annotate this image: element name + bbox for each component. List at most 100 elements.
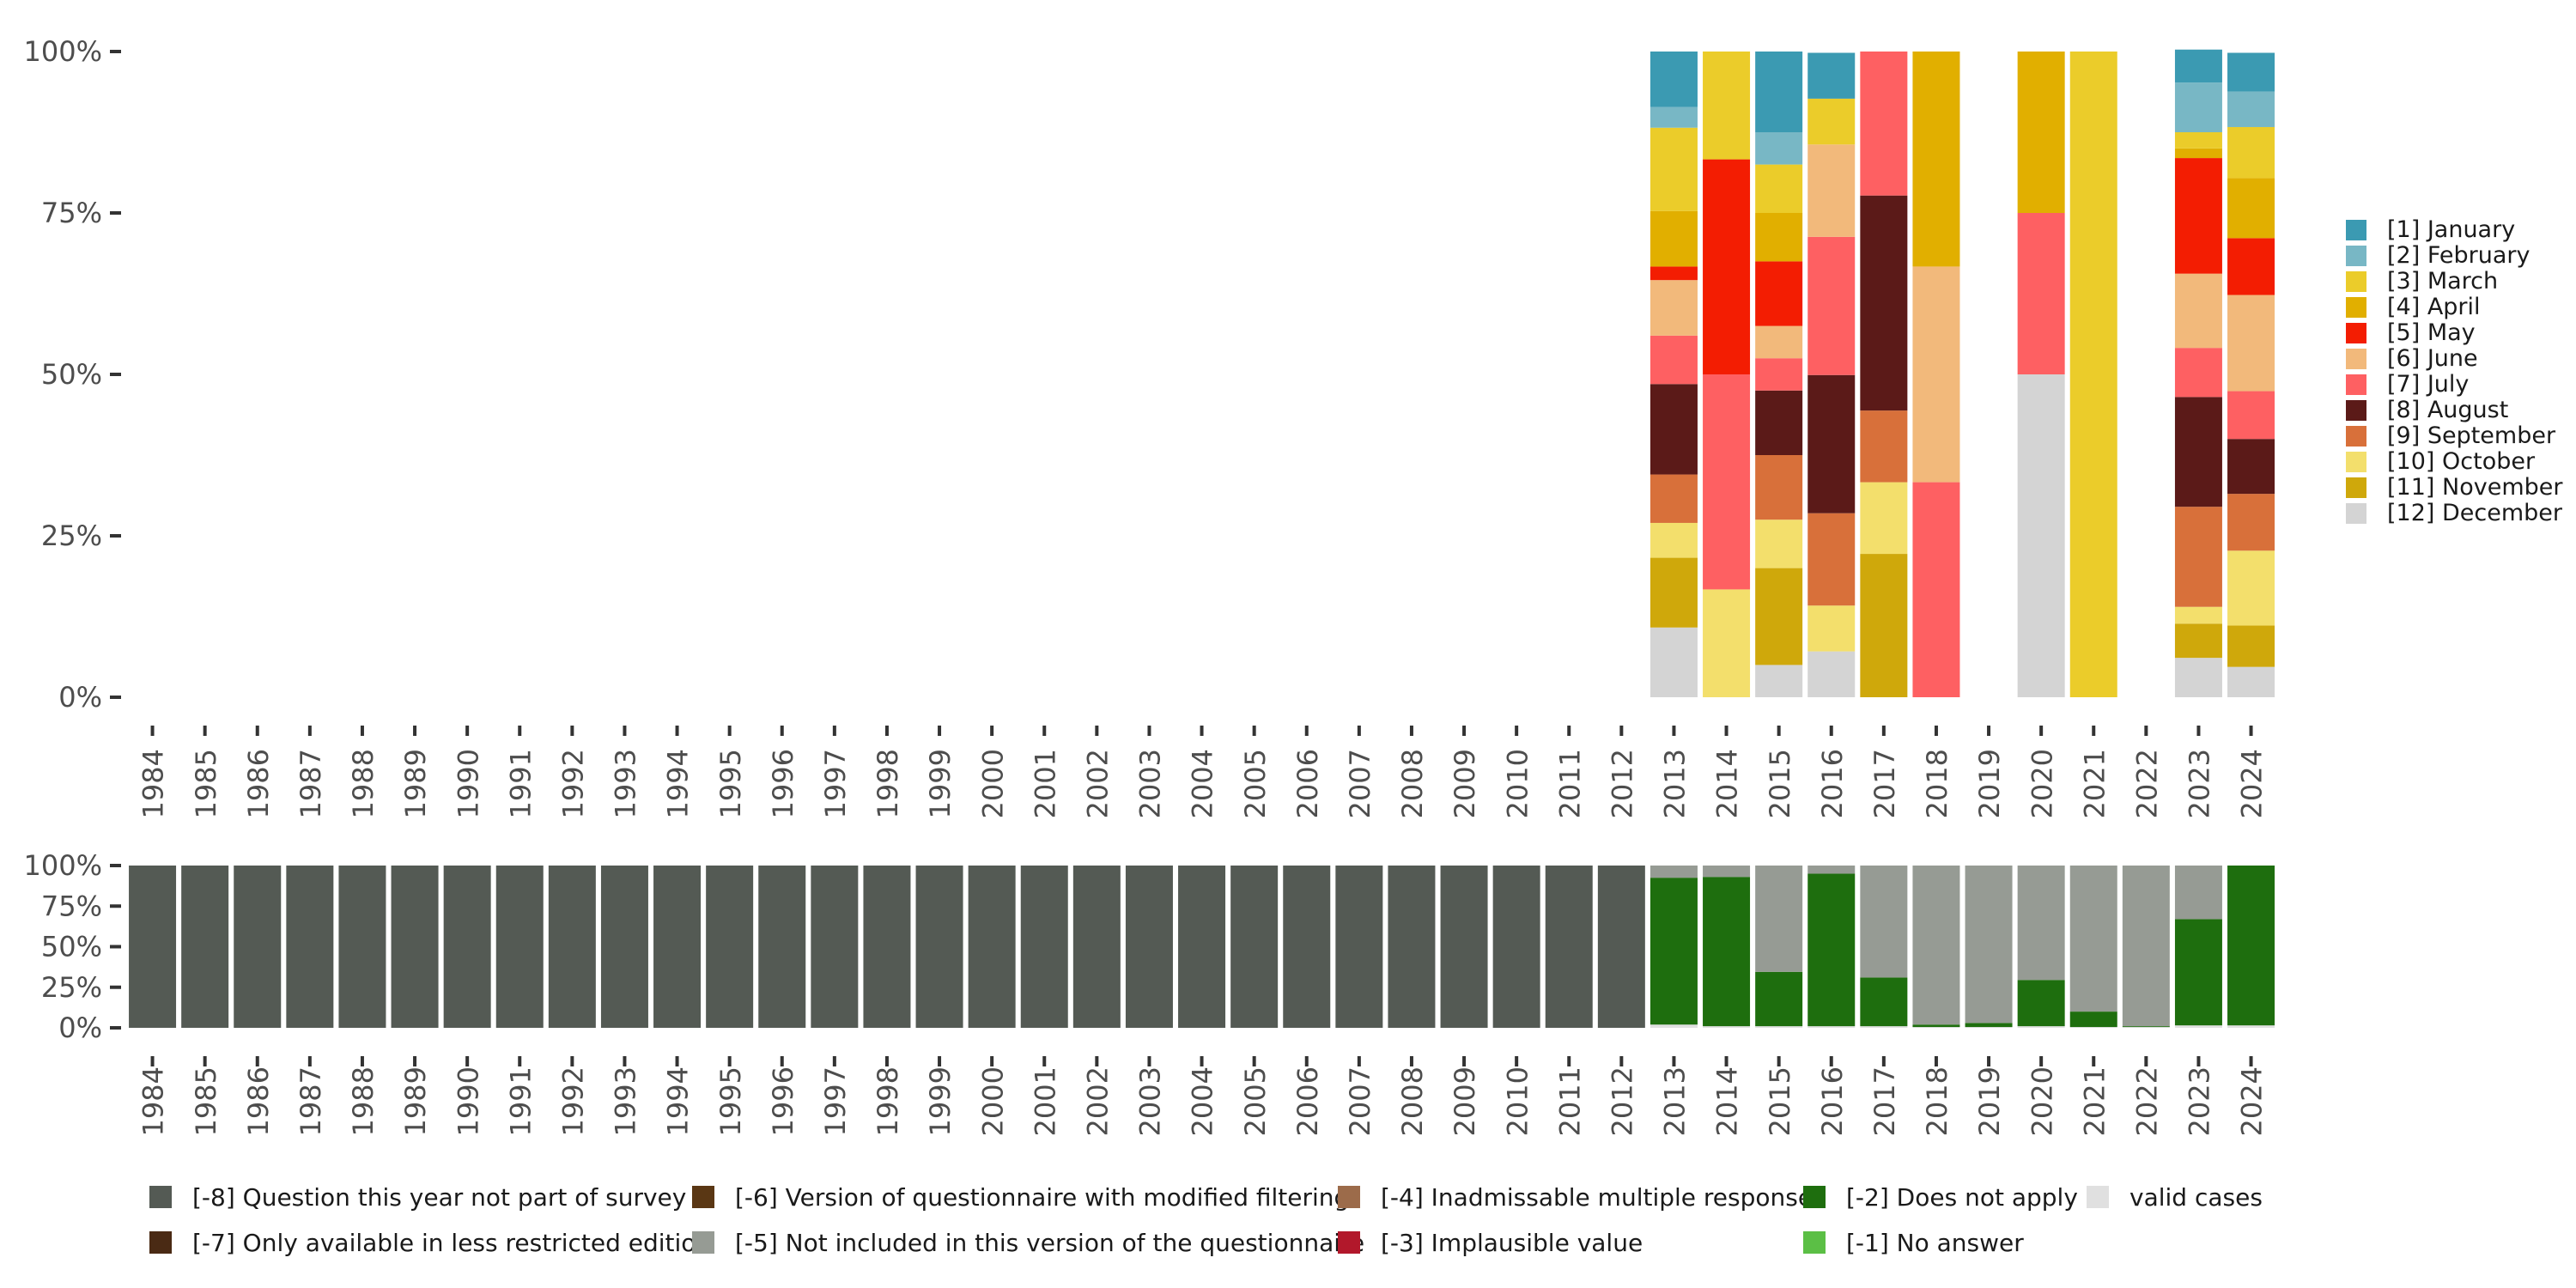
- x-tick-label: 2012: [1607, 1066, 1639, 1136]
- x-tick-label: 2013: [1659, 1066, 1692, 1136]
- bar-segment: [1649, 474, 1698, 523]
- bar-segment: [2174, 606, 2222, 624]
- bar-segment: [2227, 494, 2275, 551]
- legend-swatch: [692, 1231, 714, 1254]
- bar-segment: [1807, 651, 1856, 697]
- bar-segment: [2069, 866, 2117, 1012]
- bar-segment: [1649, 52, 1698, 107]
- bar-segment: [2227, 126, 2275, 179]
- legend-label: [-1] No answer: [1846, 1229, 2024, 1257]
- bar-segment: [2017, 980, 2065, 1027]
- bar-segment: [1492, 866, 1540, 1028]
- x-tick-label: 2017: [1868, 749, 1901, 818]
- x-tick-label: 2021: [2078, 1066, 2111, 1136]
- x-tick-label: 2010: [1501, 1066, 1534, 1136]
- bar-segment: [600, 866, 648, 1028]
- legend-label: [-6] Version of questionnaire with modif…: [735, 1183, 1349, 1212]
- bar-segment: [2174, 82, 2222, 132]
- x-tick-label: 1985: [190, 1066, 222, 1136]
- bar-segment: [1649, 266, 1698, 281]
- x-tick-label: 2023: [2184, 749, 2216, 818]
- x-tick-label: 2009: [1449, 749, 1481, 818]
- bar-segment: [1755, 261, 1803, 326]
- x-tick-label: 1995: [714, 1066, 747, 1136]
- x-tick-label: 2016: [1816, 1066, 1849, 1136]
- x-tick-label: 1990: [452, 749, 484, 818]
- bar-segment: [1807, 605, 1856, 652]
- bar-segment: [1703, 52, 1751, 160]
- bar-segment: [2174, 1025, 2222, 1028]
- x-tick-label: 2014: [1711, 1066, 1744, 1136]
- legend-label: [-4] Inadmissable multiple response: [1381, 1183, 1813, 1212]
- legend-swatch: [2346, 271, 2366, 292]
- bar-segment: [1649, 210, 1698, 267]
- legend-label: [12] December: [2387, 500, 2563, 526]
- y-tick-label: 50%: [41, 931, 102, 963]
- bar-segment: [1755, 213, 1803, 262]
- bar-segment: [758, 866, 806, 1028]
- legend-label: [-5] Not included in this version of the…: [735, 1229, 1364, 1257]
- x-tick-label: 2016: [1816, 749, 1849, 818]
- bar-segment: [1755, 1026, 1803, 1028]
- y-tick-label: 75%: [41, 197, 102, 229]
- x-tick-label: 1985: [190, 749, 222, 818]
- bar-segment: [1912, 1027, 1960, 1028]
- legend-swatch: [149, 1186, 172, 1208]
- x-tick-label: 2024: [2236, 749, 2269, 818]
- legend-swatch: [2346, 400, 2366, 421]
- x-tick-label: 2020: [2026, 1066, 2058, 1136]
- bar-segment: [495, 866, 544, 1028]
- legend-label: [-3] Implausible value: [1381, 1229, 1643, 1257]
- bar-segment: [1807, 236, 1856, 375]
- bar-segment: [1807, 873, 1856, 1027]
- bar-segment: [968, 866, 1016, 1028]
- legend-label: [2] February: [2387, 242, 2530, 269]
- x-tick-label: 2003: [1134, 749, 1167, 818]
- x-tick-label: 1993: [610, 749, 642, 818]
- legend-label: [10] October: [2387, 448, 2536, 475]
- legend-swatch: [2346, 220, 2366, 240]
- x-tick-label: 1996: [767, 1066, 799, 1136]
- bar-segment: [2122, 866, 2170, 1027]
- x-tick-label: 2006: [1291, 1066, 1324, 1136]
- legend-label: [-7] Only available in less restricted e…: [192, 1229, 711, 1257]
- top-chart-month-distribution: 0% 25% 50% 75% 100% 1984 1985 1986 1987 1988 1989 1…: [24, 35, 2275, 818]
- bar-segment: [1072, 866, 1121, 1028]
- bar-segment: [2174, 623, 2222, 659]
- bar-segment: [811, 866, 859, 1028]
- legend-swatch: [2346, 477, 2366, 498]
- bar-segment: [1965, 1023, 2013, 1028]
- bar-segment: [338, 866, 386, 1028]
- bar-segment: [2174, 919, 2222, 1026]
- bar-segment: [2174, 132, 2222, 149]
- legend-label: [9] September: [2387, 422, 2556, 449]
- x-tick-label: 1991: [504, 749, 537, 818]
- bar-segment: [1230, 866, 1279, 1028]
- bar-segment: [2227, 238, 2275, 295]
- x-tick-label: 1992: [557, 1066, 590, 1136]
- bar-segment: [863, 866, 911, 1028]
- bar-segment: [1545, 866, 1593, 1028]
- bar-segment: [1755, 665, 1803, 697]
- bar-segment: [1860, 52, 1908, 196]
- legend-label: [8] August: [2387, 397, 2508, 423]
- x-tick-label: 1993: [610, 1066, 642, 1136]
- bar-segment: [443, 866, 491, 1028]
- x-tick-label: 2001: [1029, 749, 1061, 818]
- bar-segment: [2174, 348, 2222, 398]
- x-tick-label: 2003: [1134, 1066, 1167, 1136]
- legend-swatch: [1338, 1186, 1360, 1208]
- bar-segment: [1860, 554, 1908, 697]
- x-tick-label: 2011: [1553, 749, 1586, 818]
- x-tick-label: 1997: [819, 749, 852, 818]
- bar-segment: [1703, 159, 1751, 374]
- bar-segment: [1860, 866, 1908, 978]
- bar-segment: [2017, 866, 2065, 981]
- legend-swatch: [2346, 503, 2366, 524]
- bar-segment: [1755, 390, 1803, 455]
- bar-segment: [391, 866, 439, 1028]
- bar-segment: [653, 866, 702, 1028]
- bar-segment: [1860, 482, 1908, 555]
- x-tick-label: 1987: [295, 1066, 327, 1136]
- bar-segment: [915, 866, 963, 1028]
